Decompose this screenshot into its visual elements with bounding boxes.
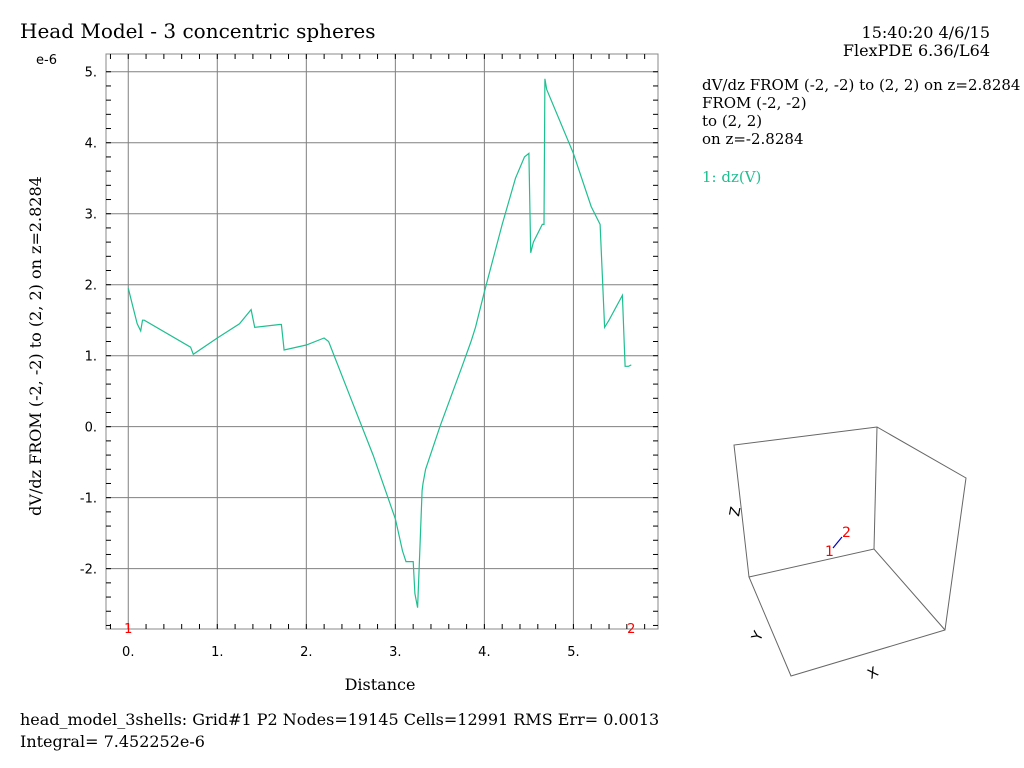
orientation-cube: Z Y X 1 2 [727,426,967,683]
description-line-4: on z=-2.8284 [702,130,804,148]
x-tick-label: 4. [478,645,490,660]
plot-description: dV/dz FROM (-2, -2) to (2, 2) on z=2.828… [702,76,1020,148]
x-tick-label: 3. [389,645,401,660]
grid [106,54,658,629]
endpoint-marker: 2 [627,622,635,637]
timestamp: 15:40:20 4/6/15 [861,23,990,42]
legend-series-label: 1: dz(V) [702,168,762,186]
y-tick-label: -2. [80,563,97,578]
x-tick-label: 0. [122,645,134,660]
series-line-dzv [127,78,632,608]
description-line-1: dV/dz FROM (-2, -2) to (2, 2) on z=2.828… [702,76,1021,94]
cube-edges [733,426,967,677]
y-tick-label: 3. [85,208,97,223]
cube-edge-vertical [873,426,878,550]
y-axis-label: dV/dz FROM (-2, -2) to (2, 2) on z=2.828… [26,176,45,516]
y-tick-label: 2. [85,279,97,294]
cube-marker-1: 1 [825,544,834,560]
x-axis-label: Distance [345,675,416,694]
x-tick-label: 1. [211,645,223,660]
footer-grid-info: head_model_3shells: Grid#1 P2 Nodes=1914… [20,710,660,729]
cube-cut-line [832,536,843,549]
description-line-2: FROM (-2, -2) [702,94,807,112]
version-label: FlexPDE 6.36/L64 [842,41,990,60]
cube-x-label: X [865,664,882,683]
cube-z-label: Z [727,506,744,518]
x-tick-label: 2. [300,645,312,660]
cube-marker-2: 2 [842,525,851,541]
plot-frame [105,53,659,630]
x-tick-label: 5. [567,645,579,660]
y-tick-label: 1. [85,350,97,365]
plot-title: Head Model - 3 concentric spheres [20,19,376,43]
cube-y-label: Y [749,629,768,645]
y-tick-label: -1. [80,492,97,507]
axis-ticks: 0. 1. 2. 3. 4. 5. -2. -1. 0. 1. 2. 3. 4. 5. [80,54,658,660]
y-tick-label: 4. [85,137,97,152]
footer-integral: Integral= 7.452252e-6 [20,732,205,751]
description-line-3: to (2, 2) [702,112,763,130]
y-tick-label: 5. [85,66,97,81]
y-exponent-label: e-6 [36,53,57,68]
y-tick-label: 0. [85,421,97,436]
endpoint-marker: 1 [124,622,132,637]
